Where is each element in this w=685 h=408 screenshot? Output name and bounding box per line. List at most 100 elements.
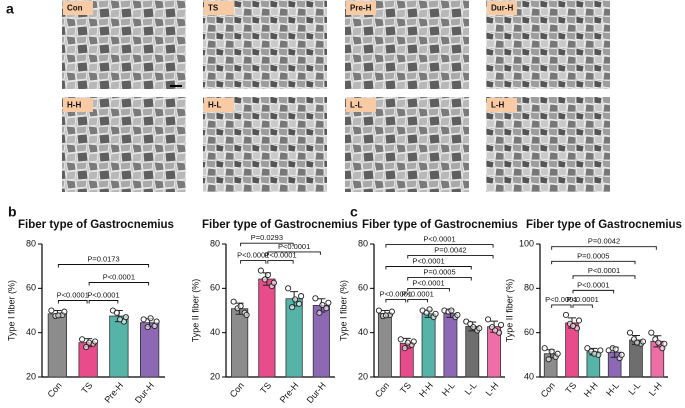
data-point [633, 339, 641, 346]
data-point [569, 322, 577, 330]
bar [312, 305, 330, 378]
data-point [470, 324, 477, 331]
data-point [147, 315, 154, 322]
x-tick-label: L-L [463, 380, 479, 396]
data-point [264, 271, 271, 279]
data-point [92, 338, 99, 345]
bar [139, 322, 160, 378]
x-tick-label: Dur-H [305, 380, 328, 405]
data-point [454, 311, 461, 318]
data-point [319, 301, 326, 309]
x-tick-label: Con [373, 380, 391, 399]
image-label: L-L [350, 101, 363, 110]
data-point [61, 308, 68, 315]
significance-bracket [551, 260, 636, 265]
data-point [79, 336, 86, 343]
p-value: P<0.0001 [103, 272, 135, 281]
data-point [230, 298, 237, 305]
x-tick-label: Con [228, 380, 246, 399]
data-point [116, 316, 123, 323]
significance-bracket [88, 300, 119, 304]
data-point [639, 338, 647, 345]
y-tick-label: 60 [358, 283, 368, 293]
x-tick-label: L-H [647, 380, 664, 398]
bar [109, 315, 129, 378]
bar [258, 278, 276, 378]
data-point [48, 307, 55, 314]
data-point [316, 309, 323, 316]
data-point [476, 325, 483, 332]
micrograph [345, 97, 469, 192]
data-point [388, 308, 395, 315]
significance-bracket [572, 289, 615, 294]
data-point [243, 311, 250, 318]
data-point [584, 345, 591, 352]
image-label-box [346, 1, 376, 15]
data-point [432, 310, 439, 317]
p-value: P<0.0001 [380, 289, 412, 298]
chart-title: Fiber type of Gastrocnemius [526, 219, 682, 231]
panel-label: b [8, 204, 17, 220]
data-point [292, 296, 299, 303]
bar [421, 313, 436, 378]
data-point [296, 300, 303, 307]
data-point [554, 350, 561, 357]
significance-bracket [267, 260, 294, 264]
data-point [261, 276, 268, 283]
p-value: P<0.0001 [423, 235, 455, 244]
image-label: Con [67, 4, 83, 13]
data-point [113, 309, 120, 316]
data-point [661, 340, 668, 347]
x-tick-label: H-L [440, 380, 457, 398]
y-tick-label: 40 [26, 327, 36, 337]
image-label-box [63, 1, 93, 15]
image-label: TS [208, 4, 219, 13]
data-point [426, 306, 433, 313]
x-tick-label: H-H [582, 380, 600, 399]
bar [231, 308, 249, 378]
significance-bracket [57, 264, 150, 268]
data-point [545, 356, 552, 363]
p-value: P<0.0001 [264, 251, 296, 260]
data-point [591, 350, 598, 357]
chart: Fiber type of Gastrocnemius Type I fiber … [6, 219, 174, 405]
data-point [289, 304, 296, 311]
y-axis-label: Type I fiber (%) [338, 280, 348, 341]
p-value: P=0.0005 [423, 267, 455, 276]
data-point [597, 347, 604, 354]
x-tick-label: H-H [417, 380, 435, 399]
p-value: P<0.0001 [412, 256, 444, 265]
y-tick-label: 20 [358, 371, 368, 381]
image-label-box [204, 98, 234, 112]
p-value: P<0.0001 [412, 278, 444, 287]
bar [47, 313, 68, 378]
bar [377, 313, 392, 378]
bar [443, 313, 458, 378]
data-point [144, 324, 151, 331]
p-value: P=0.0173 [87, 254, 119, 263]
data-point [55, 312, 62, 319]
y-tick-label: 80 [210, 238, 220, 248]
data-point [83, 344, 90, 351]
chart-title: Fiber type of Gastrocnemius [18, 219, 174, 231]
image-label-box [487, 98, 517, 112]
data-point [298, 293, 305, 300]
data-point [562, 311, 570, 318]
data-point [492, 327, 499, 334]
chart: Fiber type of Gastrocnemius Type II fiber… [504, 219, 682, 399]
p-value: P<0.0001 [57, 290, 89, 299]
data-point [86, 339, 93, 346]
data-point [312, 295, 319, 302]
p-value: P<0.0001 [278, 242, 310, 251]
significance-bracket [57, 300, 88, 304]
y-tick-label: 40 [358, 327, 368, 337]
chart: Fiber type of Gastrocnemius Type II fiber… [190, 219, 358, 405]
x-tick-label: Dur-H [133, 380, 156, 405]
p-value: P<0.0001 [588, 266, 620, 275]
image-label: L-H [491, 101, 505, 110]
y-tick-label: 80 [358, 238, 368, 248]
image-label: Pre-H [350, 4, 372, 13]
y-tick-label: 80 [26, 238, 36, 248]
x-tick-label: TS [563, 380, 578, 395]
